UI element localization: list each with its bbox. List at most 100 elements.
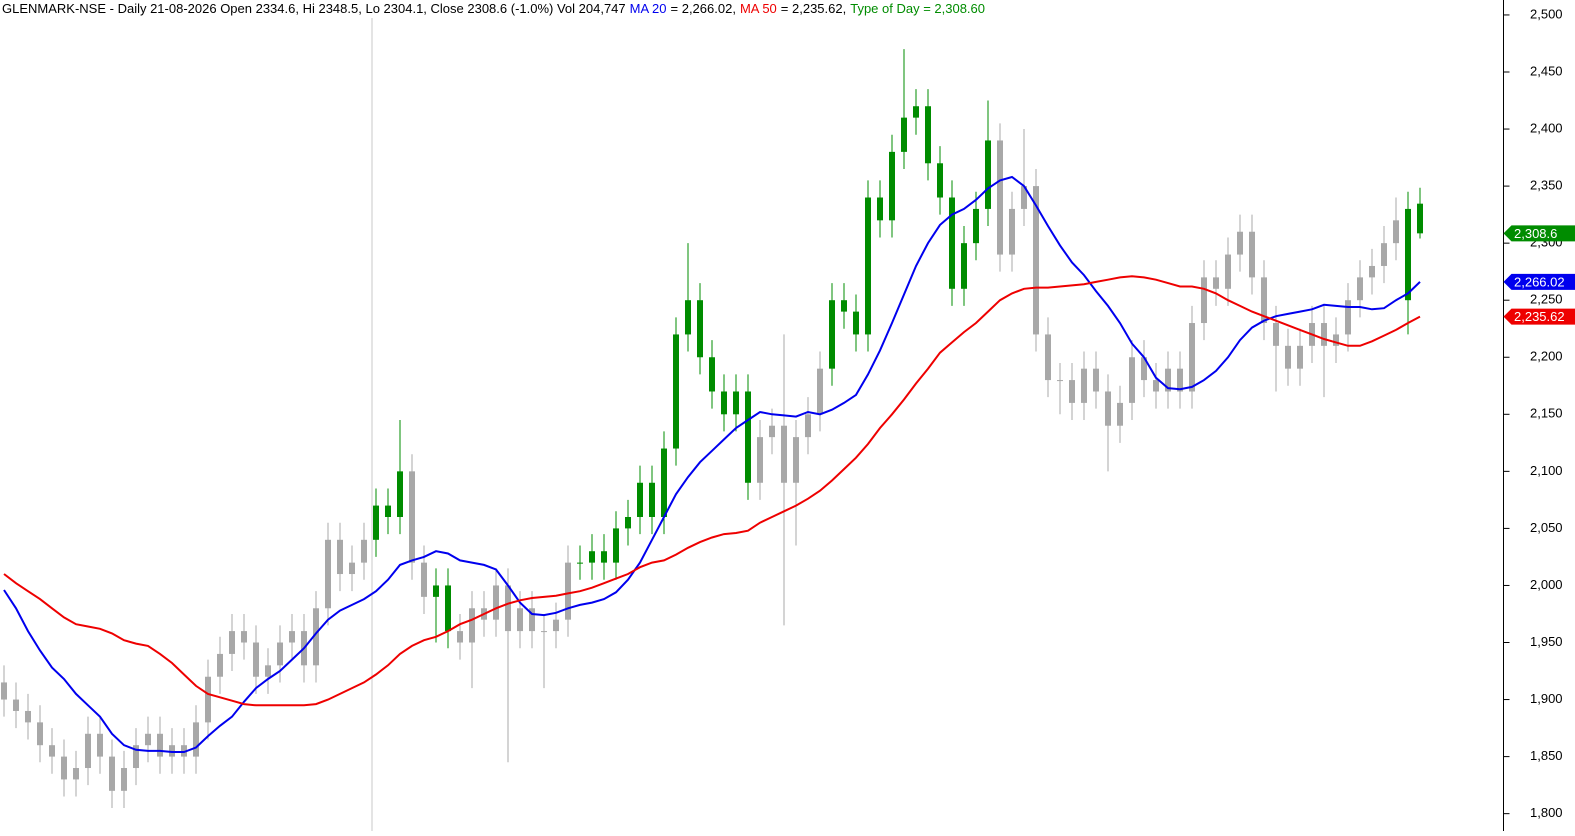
candle-body bbox=[1381, 243, 1387, 266]
candle-body bbox=[733, 391, 739, 414]
candle-body bbox=[649, 483, 655, 517]
y-tick-label: 2,400 bbox=[1530, 120, 1563, 135]
candle-body bbox=[1249, 232, 1255, 278]
candle-body bbox=[613, 528, 619, 562]
candle-body bbox=[469, 608, 475, 642]
candle-body bbox=[145, 734, 151, 745]
candle-body bbox=[397, 471, 403, 517]
candle-body bbox=[1093, 369, 1099, 392]
candle-body bbox=[697, 300, 703, 357]
candle-body bbox=[1201, 277, 1207, 323]
candle-body bbox=[277, 643, 283, 666]
candle-body bbox=[1057, 380, 1063, 381]
candle-body bbox=[553, 620, 559, 631]
candle-body bbox=[829, 300, 835, 368]
candle-body bbox=[421, 563, 427, 597]
candle-body bbox=[781, 426, 787, 483]
y-tick-label: 2,450 bbox=[1530, 63, 1563, 78]
candle-body bbox=[1369, 266, 1375, 277]
candle-body bbox=[769, 426, 775, 437]
candle-body bbox=[589, 551, 595, 562]
candle-body bbox=[1189, 323, 1195, 391]
candle-body bbox=[1129, 357, 1135, 403]
candle-body bbox=[673, 334, 679, 448]
candle-body bbox=[601, 551, 607, 562]
type-of-day: Type of Day = 2,308.60 bbox=[850, 1, 985, 16]
candle-body bbox=[1, 682, 7, 699]
candle-body bbox=[385, 506, 391, 517]
candle-body bbox=[793, 437, 799, 483]
candle-body bbox=[73, 768, 79, 779]
candle-body bbox=[913, 106, 919, 117]
candle-body bbox=[841, 300, 847, 311]
header: GLENMARK-NSE - Daily 21-08-2026 Open 233… bbox=[2, 1, 985, 16]
candle-body bbox=[721, 391, 727, 414]
candle-body bbox=[349, 563, 355, 574]
y-tick-label: 1,900 bbox=[1530, 691, 1563, 706]
candle-body bbox=[565, 563, 571, 620]
y-tick-label: 2,050 bbox=[1530, 520, 1563, 535]
y-tick-label: 2,350 bbox=[1530, 178, 1563, 193]
candle-body bbox=[241, 631, 247, 642]
candle-body bbox=[505, 585, 511, 631]
candle-body bbox=[973, 209, 979, 243]
ma20-name: MA 20 bbox=[630, 1, 667, 16]
candle-body bbox=[637, 483, 643, 517]
y-tick-label: 2,500 bbox=[1530, 6, 1563, 21]
candle-body bbox=[1393, 220, 1399, 243]
candle-body bbox=[949, 198, 955, 289]
candle-body bbox=[1357, 277, 1363, 300]
candle-body bbox=[289, 631, 295, 642]
candle-body bbox=[961, 243, 967, 289]
y-tick-label: 2,200 bbox=[1530, 349, 1563, 364]
candle-body bbox=[109, 757, 115, 791]
candle-body bbox=[157, 734, 163, 757]
ma50-name: MA 50 bbox=[740, 1, 777, 16]
candle-body bbox=[985, 140, 991, 208]
candle-body bbox=[757, 437, 763, 483]
ma50-value: = 2,235.62, bbox=[781, 1, 846, 16]
candle-body bbox=[541, 631, 547, 632]
candle-body bbox=[409, 471, 415, 562]
candle-body bbox=[13, 700, 19, 711]
candle-body bbox=[1045, 334, 1051, 380]
y-tick-label: 1,800 bbox=[1530, 805, 1563, 820]
y-tick-label: 2,100 bbox=[1530, 463, 1563, 478]
candle-body bbox=[877, 198, 883, 221]
candle-body bbox=[745, 391, 751, 482]
candle-body bbox=[661, 449, 667, 517]
candle-body bbox=[709, 357, 715, 391]
candle-body bbox=[253, 643, 259, 677]
candle-body bbox=[325, 540, 331, 608]
candle-body bbox=[1105, 391, 1111, 425]
candle-body bbox=[205, 677, 211, 723]
candle-body bbox=[1417, 204, 1423, 234]
candle-body bbox=[121, 768, 127, 791]
candle-body bbox=[1009, 209, 1015, 255]
candle-body bbox=[193, 722, 199, 756]
candle-body bbox=[37, 722, 43, 745]
price-marker-label: 2,266.02 bbox=[1514, 274, 1565, 289]
candle-body bbox=[1069, 380, 1075, 403]
candle-body bbox=[517, 608, 523, 631]
candle-body bbox=[901, 118, 907, 152]
candle-body bbox=[1273, 323, 1279, 346]
candle-body bbox=[685, 300, 691, 334]
candle-body bbox=[1081, 369, 1087, 403]
candle-body bbox=[1333, 334, 1339, 345]
price-marker-label: 2,235.62 bbox=[1514, 309, 1565, 324]
candle-body bbox=[217, 654, 223, 677]
candle-body bbox=[1225, 255, 1231, 289]
y-tick-label: 1,850 bbox=[1530, 748, 1563, 763]
candle-body bbox=[1153, 380, 1159, 391]
candle-body bbox=[1285, 346, 1291, 369]
candle-body bbox=[265, 665, 271, 676]
candle-body bbox=[577, 563, 583, 564]
candle-body bbox=[865, 198, 871, 335]
candle-body bbox=[1405, 209, 1411, 300]
candle-body bbox=[49, 745, 55, 756]
ma20-value: = 2,266.02, bbox=[671, 1, 736, 16]
y-tick-label: 2,250 bbox=[1530, 292, 1563, 307]
candle-body bbox=[1321, 323, 1327, 346]
